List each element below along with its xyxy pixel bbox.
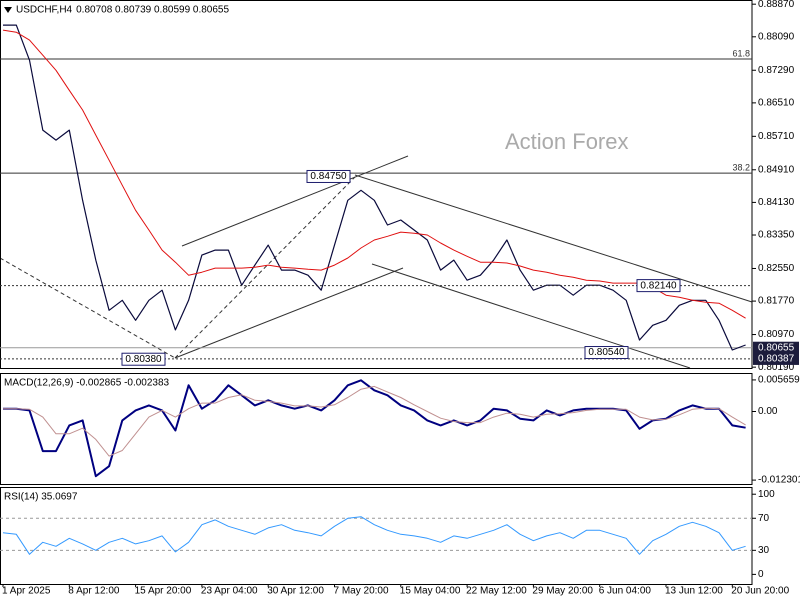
x-tick-label: 7 May 20:00 — [334, 586, 389, 597]
annotation-label: 0.80540 — [588, 347, 625, 358]
x-tick-label: 13 Jun 12:00 — [665, 586, 723, 597]
y-tick-label: 70 — [758, 513, 770, 524]
channel-line — [174, 267, 404, 359]
x-tick-label: 15 May 04:00 — [400, 586, 461, 597]
y-tick-label: 0.81770 — [758, 296, 795, 307]
y-tick-label: 0.005659 — [758, 375, 800, 386]
y-tick-label: 0.88090 — [758, 31, 795, 42]
channel-line — [181, 155, 409, 247]
series-line — [3, 379, 746, 478]
price-box — [753, 341, 799, 354]
series-line — [2, 29, 746, 319]
x-tick-label: 30 Apr 12:00 — [267, 586, 324, 597]
y-tick-label: 0.83350 — [758, 230, 795, 241]
x-tick-label: 22 May 12:00 — [466, 586, 527, 597]
channel-line — [354, 174, 753, 303]
y-tick-label: 0.85710 — [758, 131, 795, 142]
y-tick-label: 0.84130 — [758, 197, 795, 208]
series-line — [3, 24, 746, 351]
y-tick-label: 0 — [758, 569, 764, 580]
x-tick-label: 8 Apr 12:00 — [68, 586, 120, 597]
channel-line — [174, 176, 356, 359]
annotation-label: 0.80380 — [125, 354, 162, 365]
price-label: 0.80387 — [758, 354, 795, 365]
annotation-label: 0.82140 — [640, 280, 677, 291]
y-tick-label: 0.00 — [758, 406, 778, 417]
y-tick-label: 0.82550 — [758, 263, 795, 274]
x-tick-label: 6 Jun 04:00 — [599, 586, 652, 597]
fib-label: 61.8 — [732, 48, 750, 58]
series-line — [2, 516, 746, 555]
y-tick-label: -0.012301 — [758, 475, 800, 486]
price-box — [753, 352, 799, 365]
collapse-icon — [4, 7, 12, 13]
y-tick-label: 0.88870 — [758, 0, 795, 10]
y-tick-label: 30 — [758, 545, 770, 556]
x-tick-label: 29 May 20:00 — [532, 586, 593, 597]
annotation-box — [121, 352, 166, 366]
y-tick-label: 0.87290 — [758, 65, 795, 76]
panel-frame — [0, 373, 753, 485]
series-line — [3, 385, 746, 457]
panel-frame — [0, 487, 753, 585]
annotation-box — [306, 169, 351, 183]
x-tick-label: 1 Apr 2025 — [2, 586, 51, 597]
x-tick-label: 15 Apr 20:00 — [135, 586, 192, 597]
panel-title: RSI(14) 35.0697 — [4, 492, 78, 503]
fib-label: 38.2 — [732, 163, 750, 173]
panel-title: USDCHF,H4 — [16, 5, 73, 16]
watermark: Action Forex — [505, 129, 629, 154]
panel-title: MACD(12,26,9) -0.002865 -0.002383 — [4, 378, 170, 389]
price-label: 0.80655 — [758, 342, 795, 353]
panel-frame — [0, 0, 753, 369]
y-tick-label: 0.84910 — [758, 164, 795, 175]
panel-subtitle: 0.80708 0.80739 0.80599 0.80655 — [76, 5, 229, 16]
x-tick-label: 23 Apr 04:00 — [201, 586, 258, 597]
y-tick-label: 0.80190 — [758, 362, 795, 373]
channel-line — [0, 257, 176, 359]
channel-line — [371, 263, 691, 369]
y-tick-label: 100 — [758, 489, 775, 500]
annotation-label: 0.84750 — [310, 171, 347, 182]
annotation-box — [584, 346, 629, 360]
y-tick-label: 0.86510 — [758, 98, 795, 109]
y-tick-label: 0.80970 — [758, 329, 795, 340]
trendlines — [0, 155, 753, 369]
x-tick-label: 20 Jun 20:00 — [731, 586, 789, 597]
annotation-box — [636, 279, 681, 293]
